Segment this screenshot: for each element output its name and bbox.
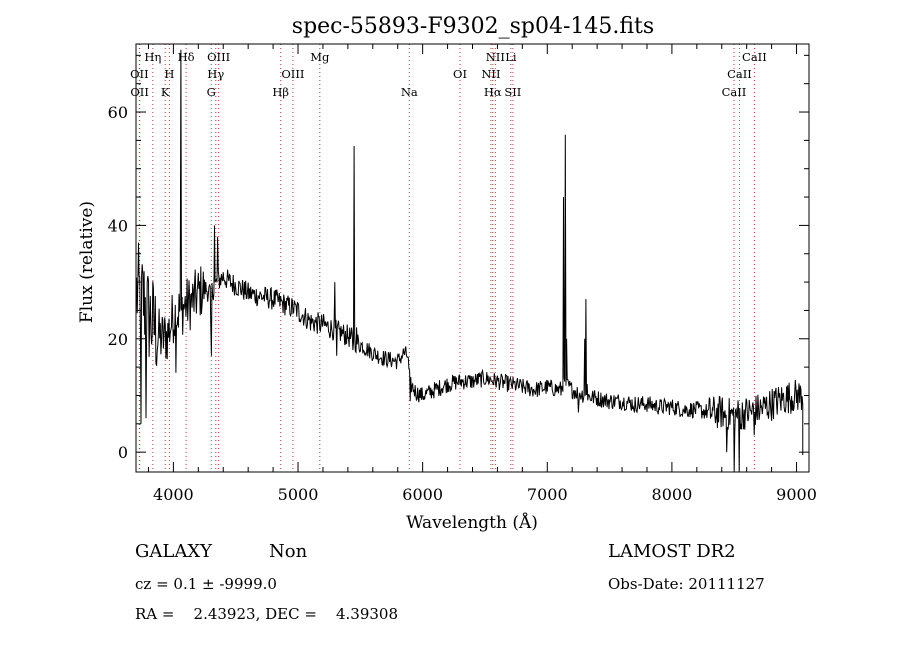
spectrum-series	[136, 49, 804, 473]
obs-date: Obs-Date: 20111127	[608, 575, 765, 593]
spectral-line-label: Li	[505, 50, 517, 64]
spectral-line-label: K	[161, 85, 170, 99]
x-tick-label: 6000	[402, 485, 443, 504]
y-tick-label: 60	[108, 103, 128, 122]
spectrum-line	[136, 49, 804, 473]
spectral-line-label: CaII	[742, 50, 767, 64]
spectral-line-label: CaII	[722, 85, 747, 99]
chart-title: spec-55893-F9302_sp04-145.fits	[292, 14, 654, 39]
spectral-line-label: Hγ	[207, 67, 224, 81]
survey-name: LAMOST DR2	[608, 541, 736, 562]
object-subclass: Non	[269, 541, 308, 562]
spectral-line-label: CaII	[727, 67, 752, 81]
y-tick-label: 20	[108, 330, 128, 349]
spectral-line-label: Mg	[310, 50, 330, 64]
spectral-line-label: Na	[401, 85, 418, 99]
plot-frame	[135, 43, 810, 473]
x-axis-ticks: 4000 5000 6000 7000 8000 9000	[147, 44, 817, 504]
spectral-line-label: OIII	[281, 67, 304, 81]
x-tick-label: 5000	[278, 485, 319, 504]
y-axis-label: Flux (relative)	[77, 201, 97, 323]
x-tick-label: 4000	[153, 485, 194, 504]
spectral-line-label: OI	[453, 67, 467, 81]
spectral-line-label: NII	[481, 67, 500, 81]
y-tick-label: 40	[108, 216, 128, 235]
x-tick-label: 9000	[776, 485, 817, 504]
redshift-line: cz = 0.1 ± -9999.0	[135, 575, 277, 593]
y-tick-label: 0	[118, 443, 128, 462]
x-tick-label: 7000	[527, 485, 568, 504]
spectral-line-markers	[138, 44, 755, 472]
spectrum-chart: spec-55893-F9302_sp04-145.fits 4000 5000 6…	[77, 14, 817, 533]
spectral-line-label: H	[164, 67, 174, 81]
spectral-line-label: SII	[504, 85, 521, 99]
coordinates-line: RA = 2.43923, DEC = 4.39308	[135, 605, 398, 623]
spectral-line-label: OII	[130, 85, 149, 99]
y-axis-ticks: 0 20 40 60	[108, 54, 809, 462]
object-class: GALAXY	[135, 541, 213, 562]
spectral-line-label: G	[207, 85, 216, 99]
spectral-line-label: Hβ	[272, 85, 289, 99]
spectral-line-label: Hη	[144, 50, 161, 64]
spectral-line-label: OII	[130, 67, 149, 81]
spectral-line-label: NII	[486, 50, 505, 64]
x-tick-label: 8000	[652, 485, 693, 504]
x-axis-label: Wavelength (Å)	[406, 512, 538, 533]
spectral-line-label: OIII	[207, 50, 230, 64]
spectral-line-label: Hδ	[178, 50, 195, 64]
spectral-line-label: Hα	[484, 85, 502, 99]
